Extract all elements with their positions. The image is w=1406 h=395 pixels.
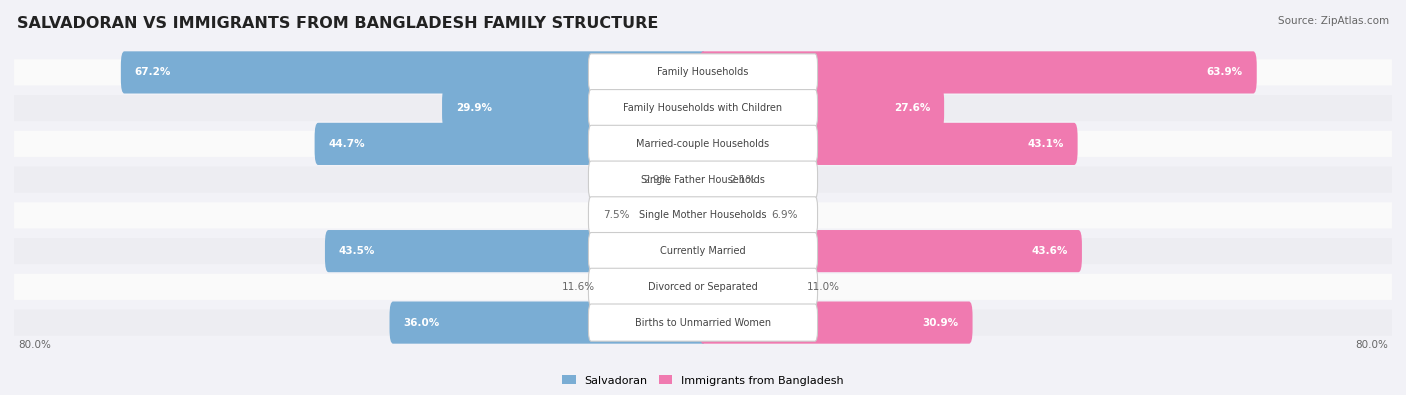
Text: Married-couple Households: Married-couple Households [637,139,769,149]
FancyBboxPatch shape [14,238,1392,264]
Text: 7.5%: 7.5% [603,211,630,220]
Text: 11.0%: 11.0% [807,282,839,292]
FancyBboxPatch shape [121,51,706,94]
FancyBboxPatch shape [589,304,817,341]
FancyBboxPatch shape [441,87,706,129]
FancyBboxPatch shape [315,123,706,165]
FancyBboxPatch shape [700,194,766,237]
FancyBboxPatch shape [700,266,801,308]
FancyBboxPatch shape [700,51,1257,94]
Text: Divorced or Separated: Divorced or Separated [648,282,758,292]
FancyBboxPatch shape [700,301,973,344]
Text: Family Households: Family Households [658,68,748,77]
FancyBboxPatch shape [14,310,1392,336]
FancyBboxPatch shape [14,202,1392,228]
FancyBboxPatch shape [700,123,1077,165]
Text: Single Mother Households: Single Mother Households [640,211,766,220]
Legend: Salvadoran, Immigrants from Bangladesh: Salvadoran, Immigrants from Bangladesh [558,371,848,390]
Text: 63.9%: 63.9% [1206,68,1243,77]
FancyBboxPatch shape [589,268,817,305]
Text: 2.9%: 2.9% [643,175,669,184]
FancyBboxPatch shape [389,301,706,344]
Text: Currently Married: Currently Married [661,246,745,256]
Text: Births to Unmarried Women: Births to Unmarried Women [636,318,770,327]
Text: 2.1%: 2.1% [730,175,756,184]
Text: 43.1%: 43.1% [1028,139,1064,149]
Text: Single Father Households: Single Father Households [641,175,765,184]
Text: 11.6%: 11.6% [561,282,595,292]
Text: 43.5%: 43.5% [339,246,375,256]
Text: 44.7%: 44.7% [329,139,366,149]
FancyBboxPatch shape [14,131,1392,157]
FancyBboxPatch shape [599,266,706,308]
Text: Source: ZipAtlas.com: Source: ZipAtlas.com [1278,16,1389,26]
FancyBboxPatch shape [700,230,1083,272]
Text: 43.6%: 43.6% [1032,246,1069,256]
FancyBboxPatch shape [14,274,1392,300]
Text: SALVADORAN VS IMMIGRANTS FROM BANGLADESH FAMILY STRUCTURE: SALVADORAN VS IMMIGRANTS FROM BANGLADESH… [17,16,658,31]
Text: 36.0%: 36.0% [404,318,440,327]
FancyBboxPatch shape [589,161,817,198]
Text: 27.6%: 27.6% [894,103,931,113]
Text: Family Households with Children: Family Households with Children [623,103,783,113]
Text: 80.0%: 80.0% [18,340,51,350]
FancyBboxPatch shape [589,125,817,162]
FancyBboxPatch shape [589,90,817,127]
Text: 29.9%: 29.9% [456,103,492,113]
Text: 30.9%: 30.9% [922,318,959,327]
FancyBboxPatch shape [589,54,817,91]
Text: 6.9%: 6.9% [770,211,797,220]
FancyBboxPatch shape [14,95,1392,121]
Text: 67.2%: 67.2% [135,68,172,77]
FancyBboxPatch shape [700,87,945,129]
FancyBboxPatch shape [589,197,817,234]
FancyBboxPatch shape [636,194,706,237]
FancyBboxPatch shape [14,59,1392,85]
FancyBboxPatch shape [325,230,706,272]
Text: 80.0%: 80.0% [1355,340,1388,350]
FancyBboxPatch shape [589,233,817,270]
FancyBboxPatch shape [675,158,706,201]
FancyBboxPatch shape [14,167,1392,193]
FancyBboxPatch shape [700,158,724,201]
